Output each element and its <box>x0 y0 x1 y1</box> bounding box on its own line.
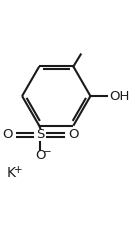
Text: O: O <box>35 149 45 162</box>
Text: S: S <box>36 128 44 141</box>
Text: O: O <box>68 128 78 141</box>
Text: K: K <box>7 166 16 180</box>
Text: O: O <box>2 128 13 141</box>
Text: +: + <box>14 165 23 175</box>
Text: −: − <box>43 147 52 157</box>
Text: OH: OH <box>109 90 130 103</box>
